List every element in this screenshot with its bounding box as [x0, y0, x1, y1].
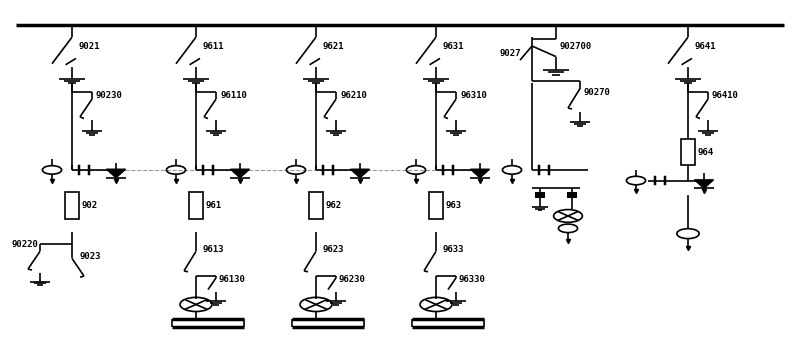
Text: 96310: 96310 [460, 91, 487, 100]
Bar [309, 192, 323, 218]
Text: 962: 962 [326, 201, 342, 210]
Text: 9621: 9621 [322, 41, 344, 51]
Bar [429, 192, 443, 218]
Text: 9631: 9631 [442, 41, 464, 51]
Text: 964: 964 [698, 148, 714, 157]
Text: 9641: 9641 [694, 41, 716, 51]
Text: 9027: 9027 [500, 48, 522, 58]
Text: 96330: 96330 [458, 275, 486, 284]
Polygon shape [106, 169, 126, 178]
Text: 9633: 9633 [442, 245, 464, 254]
Text: 96230: 96230 [338, 275, 366, 284]
Text: 96210: 96210 [340, 91, 367, 100]
Bar [189, 192, 203, 218]
Text: 902: 902 [82, 201, 98, 210]
Text: 963: 963 [446, 201, 462, 210]
Text: 902700: 902700 [560, 41, 592, 51]
Text: 9023: 9023 [80, 252, 102, 261]
Text: 9613: 9613 [202, 245, 224, 254]
Text: 96110: 96110 [220, 91, 247, 100]
Text: 9021: 9021 [78, 41, 100, 51]
Text: 9611: 9611 [202, 41, 224, 51]
Text: 9623: 9623 [322, 245, 344, 254]
Text: 96410: 96410 [712, 91, 739, 100]
Polygon shape [230, 169, 250, 178]
Bar [567, 192, 577, 198]
Text: 90230: 90230 [96, 91, 123, 100]
Polygon shape [694, 180, 714, 188]
Bar [535, 192, 545, 198]
Polygon shape [350, 169, 370, 178]
Text: 90270: 90270 [584, 87, 611, 97]
Polygon shape [470, 169, 490, 178]
Bar [65, 192, 79, 218]
Text: 96130: 96130 [218, 275, 246, 284]
Text: 90220: 90220 [12, 240, 39, 249]
Text: 961: 961 [206, 201, 222, 210]
Bar [681, 139, 695, 165]
